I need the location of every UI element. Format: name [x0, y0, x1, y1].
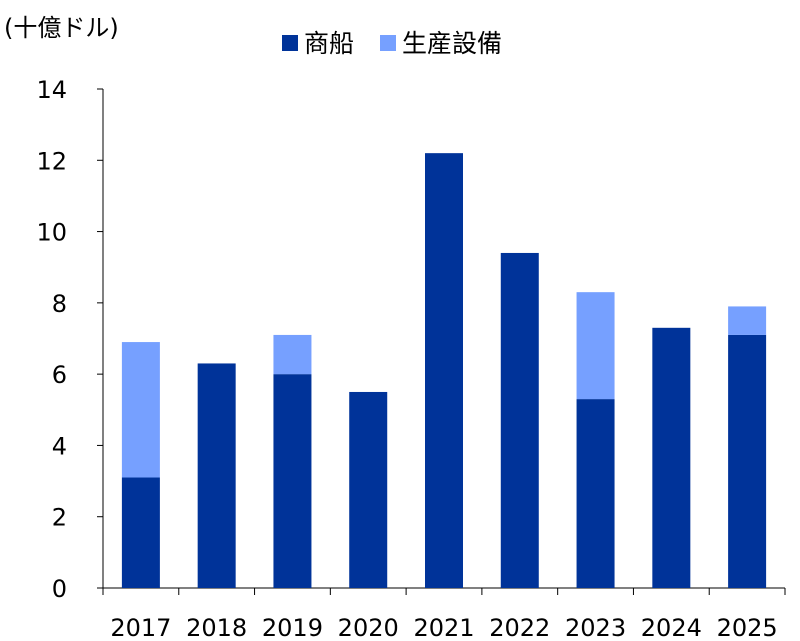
bar-2019-series-1 [273, 374, 312, 588]
x-tick-label: 2018 [186, 614, 247, 641]
y-unit-label: (十億ドル) [4, 14, 119, 42]
bar-2017-series-2 [121, 342, 160, 478]
x-tick-label: 2021 [413, 614, 474, 641]
bar-2020-series-1 [349, 391, 388, 588]
legend-swatch [282, 35, 298, 51]
x-tick-label: 2023 [565, 614, 626, 641]
legend-label: 生産設備 [402, 29, 502, 58]
y-tick-label: 8 [52, 290, 67, 318]
bar-2021-series-1 [425, 153, 463, 588]
legend: 商船 生産設備 [282, 29, 502, 58]
y-tick-label: 14 [36, 76, 67, 104]
legend-swatch [380, 35, 396, 51]
axes: 0 2 4 6 8 10 12 14 2017 2018 2019 2020 2021 2022 2023 2… [36, 76, 786, 641]
y-tick-label: 12 [36, 147, 67, 175]
x-tick-label: 2024 [641, 614, 702, 641]
x-tick-label: 2017 [110, 614, 171, 641]
bar-2019-series-2 [273, 334, 312, 375]
x-tick-label: 2025 [717, 614, 778, 641]
bar-2024-series-1 [652, 327, 691, 588]
y-tick-label: 4 [52, 432, 67, 460]
bar-2025-series-2 [728, 306, 767, 335]
legend-label: 商船 [304, 29, 354, 58]
bar-2023-series-2 [576, 292, 615, 400]
bar-2022-series-1 [500, 252, 539, 588]
x-tick-label: 2020 [338, 614, 399, 641]
y-tick-label: 6 [52, 361, 67, 389]
y-tick-label: 2 [52, 504, 67, 532]
bar-2023-series-1 [576, 399, 615, 588]
bar-2017-series-1 [121, 477, 160, 588]
bars [121, 153, 767, 588]
x-tick-label: 2022 [489, 614, 550, 641]
y-tick-label: 0 [52, 575, 67, 603]
bar-2025-series-1 [728, 334, 767, 588]
bar-2018-series-1 [197, 363, 236, 588]
x-tick-label: 2019 [262, 614, 323, 641]
y-tick-label: 10 [36, 219, 67, 247]
